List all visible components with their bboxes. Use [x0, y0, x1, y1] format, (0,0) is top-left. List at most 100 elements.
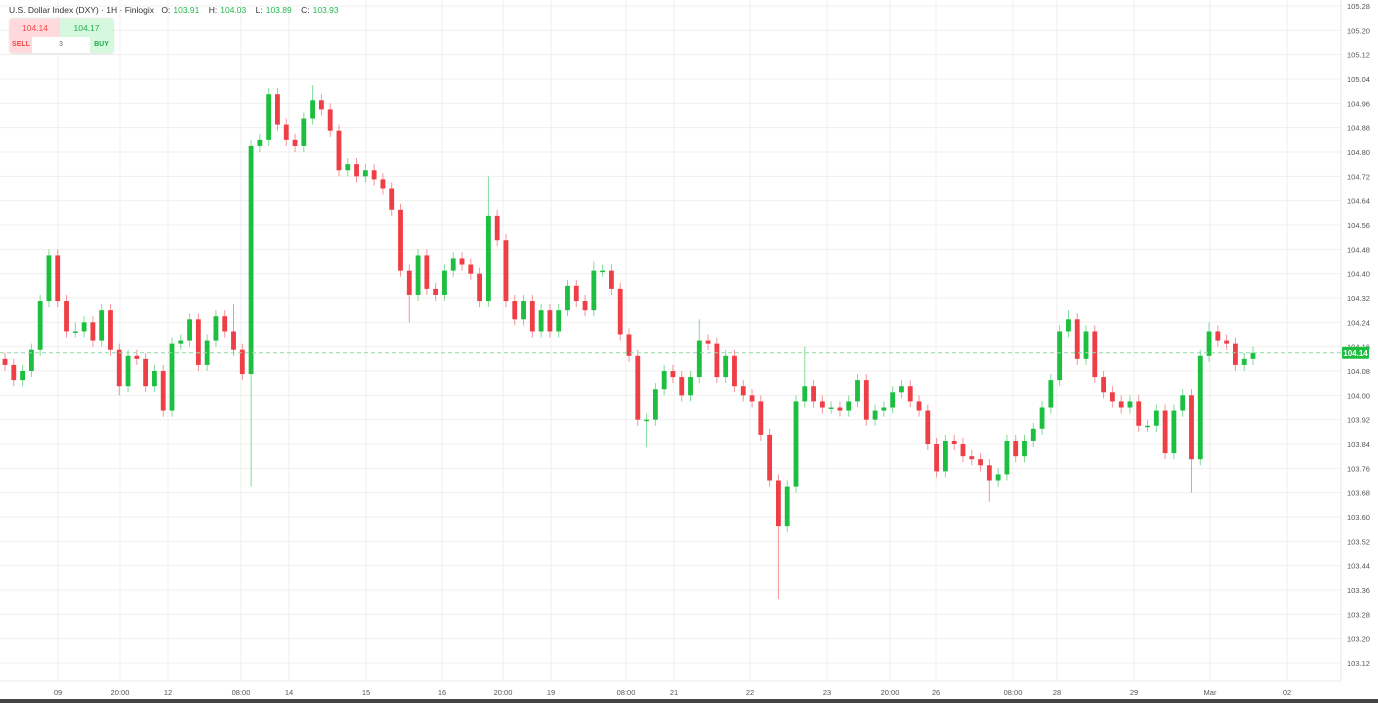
candle	[863, 374, 869, 426]
open-label: O:	[161, 5, 171, 15]
x-tick-label: 19	[547, 688, 555, 697]
candle-body	[459, 258, 465, 265]
candle-body	[204, 340, 210, 365]
buy-button[interactable]: BUY	[90, 37, 113, 53]
candle-body	[1153, 410, 1159, 426]
time-axis[interactable]: 09 20:00 12 08:00 14 15 16 20:00 19 08:00 21 22 23 20…	[54, 688, 1291, 697]
scrollbar[interactable]	[0, 699, 1378, 703]
candle-body	[2, 358, 8, 365]
candle	[477, 267, 483, 308]
y-tick-label: 103.92	[1347, 416, 1370, 425]
x-tick-label: 14	[285, 688, 293, 697]
candle-body	[1241, 358, 1247, 365]
candle	[1109, 386, 1115, 408]
candle	[960, 437, 966, 463]
candle-body	[64, 301, 69, 332]
candle	[582, 294, 588, 317]
candle	[986, 459, 992, 502]
y-tick-label: 103.20	[1347, 635, 1370, 644]
candle-body	[239, 349, 245, 375]
candle-body	[178, 340, 184, 344]
candle	[2, 352, 8, 371]
candle	[732, 349, 737, 393]
candle	[705, 334, 711, 350]
candle-body	[855, 380, 860, 402]
close-value: 103.93	[312, 5, 339, 15]
candle-body	[635, 355, 641, 420]
candle	[872, 404, 878, 426]
candle	[696, 319, 702, 384]
candle-body	[942, 440, 948, 472]
price-axis[interactable]: 105.28 105.20 105.12 105.04 104.96 104.88 104.…	[1347, 2, 1370, 668]
y-tick-label: 104.08	[1347, 367, 1370, 376]
candle-body	[925, 410, 931, 444]
candle	[20, 364, 25, 387]
candle-body	[644, 419, 649, 422]
y-tick-label: 103.68	[1347, 489, 1370, 498]
candle-body	[1162, 410, 1168, 454]
quantity-input[interactable]: 3	[32, 37, 90, 53]
candle	[459, 252, 465, 271]
x-tick-label: 08:00	[1004, 688, 1023, 697]
candle-body	[521, 301, 526, 320]
candle	[178, 334, 184, 350]
candle-body	[1101, 377, 1107, 393]
candle-body	[231, 331, 236, 350]
candles	[2, 85, 1256, 600]
candle-body	[424, 255, 430, 289]
candle	[573, 279, 579, 308]
candle	[767, 428, 773, 487]
candle	[1118, 395, 1124, 414]
buy-price-button[interactable]: 104.17	[60, 19, 113, 37]
y-tick-label: 104.96	[1347, 99, 1370, 108]
candle-body	[688, 377, 693, 396]
candle-body	[406, 270, 412, 295]
candle	[354, 158, 359, 183]
candle	[1048, 374, 1054, 414]
candle-body	[503, 240, 509, 302]
candle	[275, 88, 280, 131]
candle	[723, 349, 729, 384]
candle-body	[1224, 340, 1230, 344]
candle-body	[538, 310, 544, 332]
candle	[169, 337, 175, 417]
candle	[28, 343, 34, 378]
x-tick-label: Mar	[1204, 688, 1217, 697]
candle-body	[442, 270, 447, 295]
candle-body	[617, 288, 623, 335]
candle	[846, 395, 852, 417]
candle	[1162, 404, 1168, 460]
candle-body	[46, 255, 52, 302]
candle	[11, 358, 17, 387]
candle-body	[890, 392, 896, 408]
candle-body	[1004, 440, 1010, 475]
y-tick-label: 104.72	[1347, 172, 1370, 181]
sell-button[interactable]: SELL	[10, 37, 32, 53]
candle	[222, 310, 228, 338]
candle	[55, 249, 61, 308]
candle-body	[143, 358, 149, 387]
x-tick-label: 28	[1053, 688, 1061, 697]
low-value: 103.89	[265, 5, 292, 15]
candle-body	[819, 401, 825, 408]
candle	[301, 112, 307, 152]
candle	[1153, 404, 1159, 432]
candle	[784, 480, 790, 533]
candle	[758, 395, 764, 441]
candle-body	[380, 179, 386, 189]
x-tick-label: 08:00	[232, 688, 251, 697]
candle-body	[995, 474, 1001, 481]
candle	[442, 264, 447, 302]
candle-body	[828, 407, 834, 409]
candle	[1189, 389, 1194, 493]
candle	[204, 334, 210, 371]
candle	[143, 352, 149, 393]
sell-price-button[interactable]: 104.14	[10, 19, 60, 37]
last-price-label: 104.14	[1342, 346, 1369, 359]
candle-body	[556, 310, 562, 332]
candle	[749, 389, 755, 408]
candle-body	[863, 380, 869, 420]
candle	[1092, 325, 1098, 384]
candle-body	[1057, 331, 1063, 381]
